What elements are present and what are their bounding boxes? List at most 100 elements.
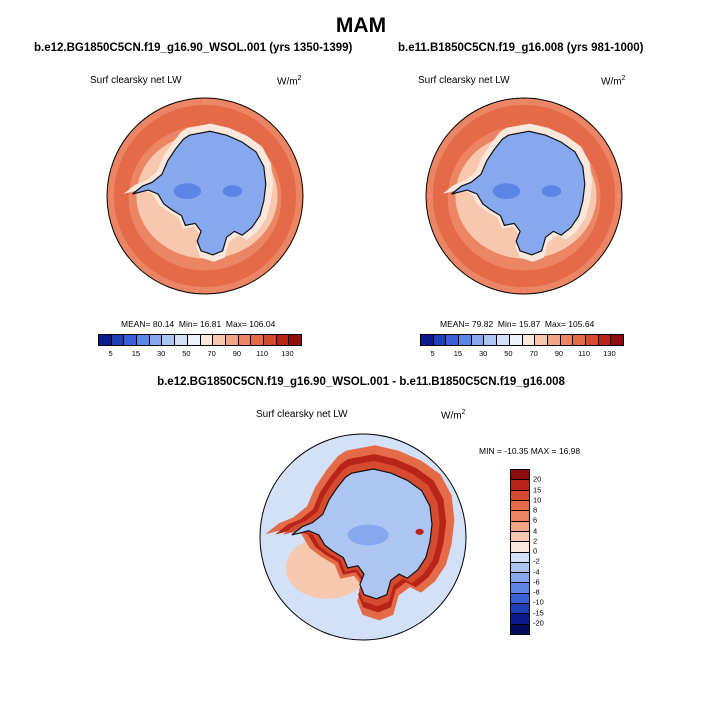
colorbar-swatch bbox=[289, 335, 301, 345]
colorbar-tick-label: 5 bbox=[430, 349, 435, 358]
colorbar-swatch bbox=[213, 335, 226, 345]
panel1-units-base: W/m bbox=[277, 76, 298, 88]
panel1-variable-label: Surf clearsky net LW bbox=[90, 75, 182, 86]
colorbar-swatch bbox=[511, 614, 529, 625]
colorbar-swatch bbox=[511, 531, 529, 543]
colorbar-swatch bbox=[471, 335, 485, 345]
colorbar-tick-label: 130 bbox=[281, 349, 294, 358]
panel3-units-exp: 2 bbox=[461, 409, 466, 416]
colorbar-tick-label: 70 bbox=[529, 349, 538, 358]
colorbar-tick-label: -2 bbox=[533, 556, 540, 566]
colorbar-swatch bbox=[187, 335, 201, 345]
colorbar-swatch bbox=[175, 335, 188, 345]
panel2-min: Min= 15.87 bbox=[497, 319, 541, 329]
colorbar-swatch bbox=[421, 335, 434, 345]
colorbar-swatch bbox=[511, 490, 529, 501]
panel3-map bbox=[259, 433, 467, 641]
colorbar-tick-label: 15 bbox=[533, 485, 542, 494]
colorbar-swatch bbox=[99, 335, 112, 345]
colorbar-tick-label: 15 bbox=[453, 349, 463, 358]
panel2-units-base: W/m bbox=[601, 76, 622, 88]
colorbar-tick-label: 90 bbox=[232, 349, 242, 358]
colorbar-tick-label: -20 bbox=[533, 618, 544, 628]
colorbar-swatch bbox=[149, 335, 163, 345]
colorbar-swatch bbox=[459, 335, 472, 345]
colorbar-swatch bbox=[511, 500, 529, 512]
colorbar-swatch bbox=[251, 335, 264, 345]
diff-map-boundary bbox=[259, 433, 467, 641]
panel1-stats: MEAN= 80.14 Min= 16.81 Max= 106.04 bbox=[121, 319, 275, 329]
interior-low bbox=[173, 183, 202, 199]
colorbar-swatch bbox=[585, 335, 599, 345]
colorbar-tick-label: 50 bbox=[504, 349, 513, 358]
panel1-min: Min= 16.81 bbox=[178, 319, 222, 329]
colorbar-swatch bbox=[573, 335, 586, 345]
colorbar-swatch bbox=[511, 521, 529, 532]
colorbar-tick-label: 130 bbox=[603, 349, 616, 358]
colorbar-swatch bbox=[446, 335, 460, 345]
colorbar-swatch bbox=[522, 335, 536, 345]
interior-low bbox=[222, 185, 243, 197]
colorbar-tick-label: 90 bbox=[554, 349, 564, 358]
colorbar-tick-label: -8 bbox=[533, 587, 540, 597]
panel3-units-base: W/m bbox=[441, 410, 462, 422]
colorbar-tick-label: 50 bbox=[182, 349, 191, 358]
colorbar-swatch bbox=[509, 335, 523, 345]
colorbar-tick-label: 110 bbox=[256, 349, 269, 358]
colorbar-tick-label: 20 bbox=[533, 474, 542, 484]
diff-interior-cool bbox=[347, 524, 389, 546]
colorbar-swatch bbox=[497, 335, 510, 345]
colorbar-swatch bbox=[511, 583, 529, 594]
colorbar-swatch bbox=[511, 624, 529, 634]
map-boundary bbox=[106, 97, 304, 295]
figure-title: MAM bbox=[335, 14, 387, 37]
colorbar-swatch bbox=[511, 480, 529, 491]
panel1-units-exp: 2 bbox=[297, 75, 302, 82]
colorbar-swatch bbox=[511, 604, 529, 615]
panel3-colorbar bbox=[510, 469, 530, 635]
colorbar-swatch bbox=[511, 573, 529, 584]
colorbar-swatch bbox=[611, 335, 623, 345]
colorbar-tick-label: -6 bbox=[533, 577, 540, 587]
panel2-max: Max= 105.64 bbox=[544, 319, 595, 329]
panel1-map bbox=[106, 97, 304, 295]
colorbar-swatch bbox=[511, 562, 529, 574]
colorbar-swatch bbox=[124, 335, 138, 345]
colorbar-swatch bbox=[511, 470, 529, 481]
colorbar-swatch bbox=[511, 511, 529, 522]
panel1-title: b.e12.BG1850C5CN.f19_g16.90_WSOL.001 (yr… bbox=[34, 42, 353, 54]
colorbar-tick-label: 30 bbox=[156, 349, 166, 358]
panel2-units-exp: 2 bbox=[621, 75, 626, 82]
colorbar-tick-label: -4 bbox=[533, 567, 540, 576]
colorbar-swatch bbox=[598, 335, 612, 345]
colorbar-tick-label: 2 bbox=[533, 536, 538, 546]
colorbar-tick-label: -15 bbox=[533, 608, 544, 617]
colorbar-swatch bbox=[547, 335, 561, 345]
colorbar-tick-label: 15 bbox=[131, 349, 141, 358]
colorbar-tick-label: 6 bbox=[533, 515, 538, 525]
panel2-mean: MEAN= 79.82 bbox=[440, 319, 494, 329]
panel2-units-label: W/m2 bbox=[601, 75, 625, 87]
colorbar-swatch bbox=[484, 335, 498, 345]
colorbar-swatch bbox=[225, 335, 239, 345]
diff-hotspot bbox=[415, 528, 424, 535]
panel2-title: b.e11.B1850C5CN.f19_g16.008 (yrs 981-100… bbox=[398, 42, 644, 54]
colorbar-swatch bbox=[511, 552, 529, 563]
colorbar-swatch bbox=[111, 335, 125, 345]
map-boundary bbox=[425, 97, 623, 295]
panel1-colorbar-ticks: 5 15 30 50 70 90 110 130 bbox=[98, 349, 300, 361]
panel2-colorbar-ticks: 5 15 30 50 70 90 110 130 bbox=[420, 349, 622, 361]
panel1-units-label: W/m2 bbox=[277, 75, 301, 87]
colorbar-swatch bbox=[200, 335, 214, 345]
panel3-units-label: W/m2 bbox=[441, 409, 465, 421]
colorbar-tick-label: 110 bbox=[578, 349, 591, 358]
colorbar-tick-label: 30 bbox=[478, 349, 488, 358]
panel3-minmax: MIN = -10.35 MAX = 16.98 bbox=[479, 446, 581, 456]
panel3-colorbar-ticks: 20 15 10 8 6 4 2 0 -2 -4 -6 -8 -10 -15 -20 bbox=[533, 469, 563, 633]
panel1-max: Max= 106.04 bbox=[225, 319, 276, 329]
panel2-colorbar bbox=[420, 334, 624, 346]
panel3-title: b.e12.BG1850C5CN.f19_g16.90_WSOL.001 - b… bbox=[157, 376, 565, 388]
colorbar-swatch bbox=[433, 335, 447, 345]
colorbar-swatch bbox=[276, 335, 290, 345]
colorbar-tick-label: 70 bbox=[207, 349, 216, 358]
